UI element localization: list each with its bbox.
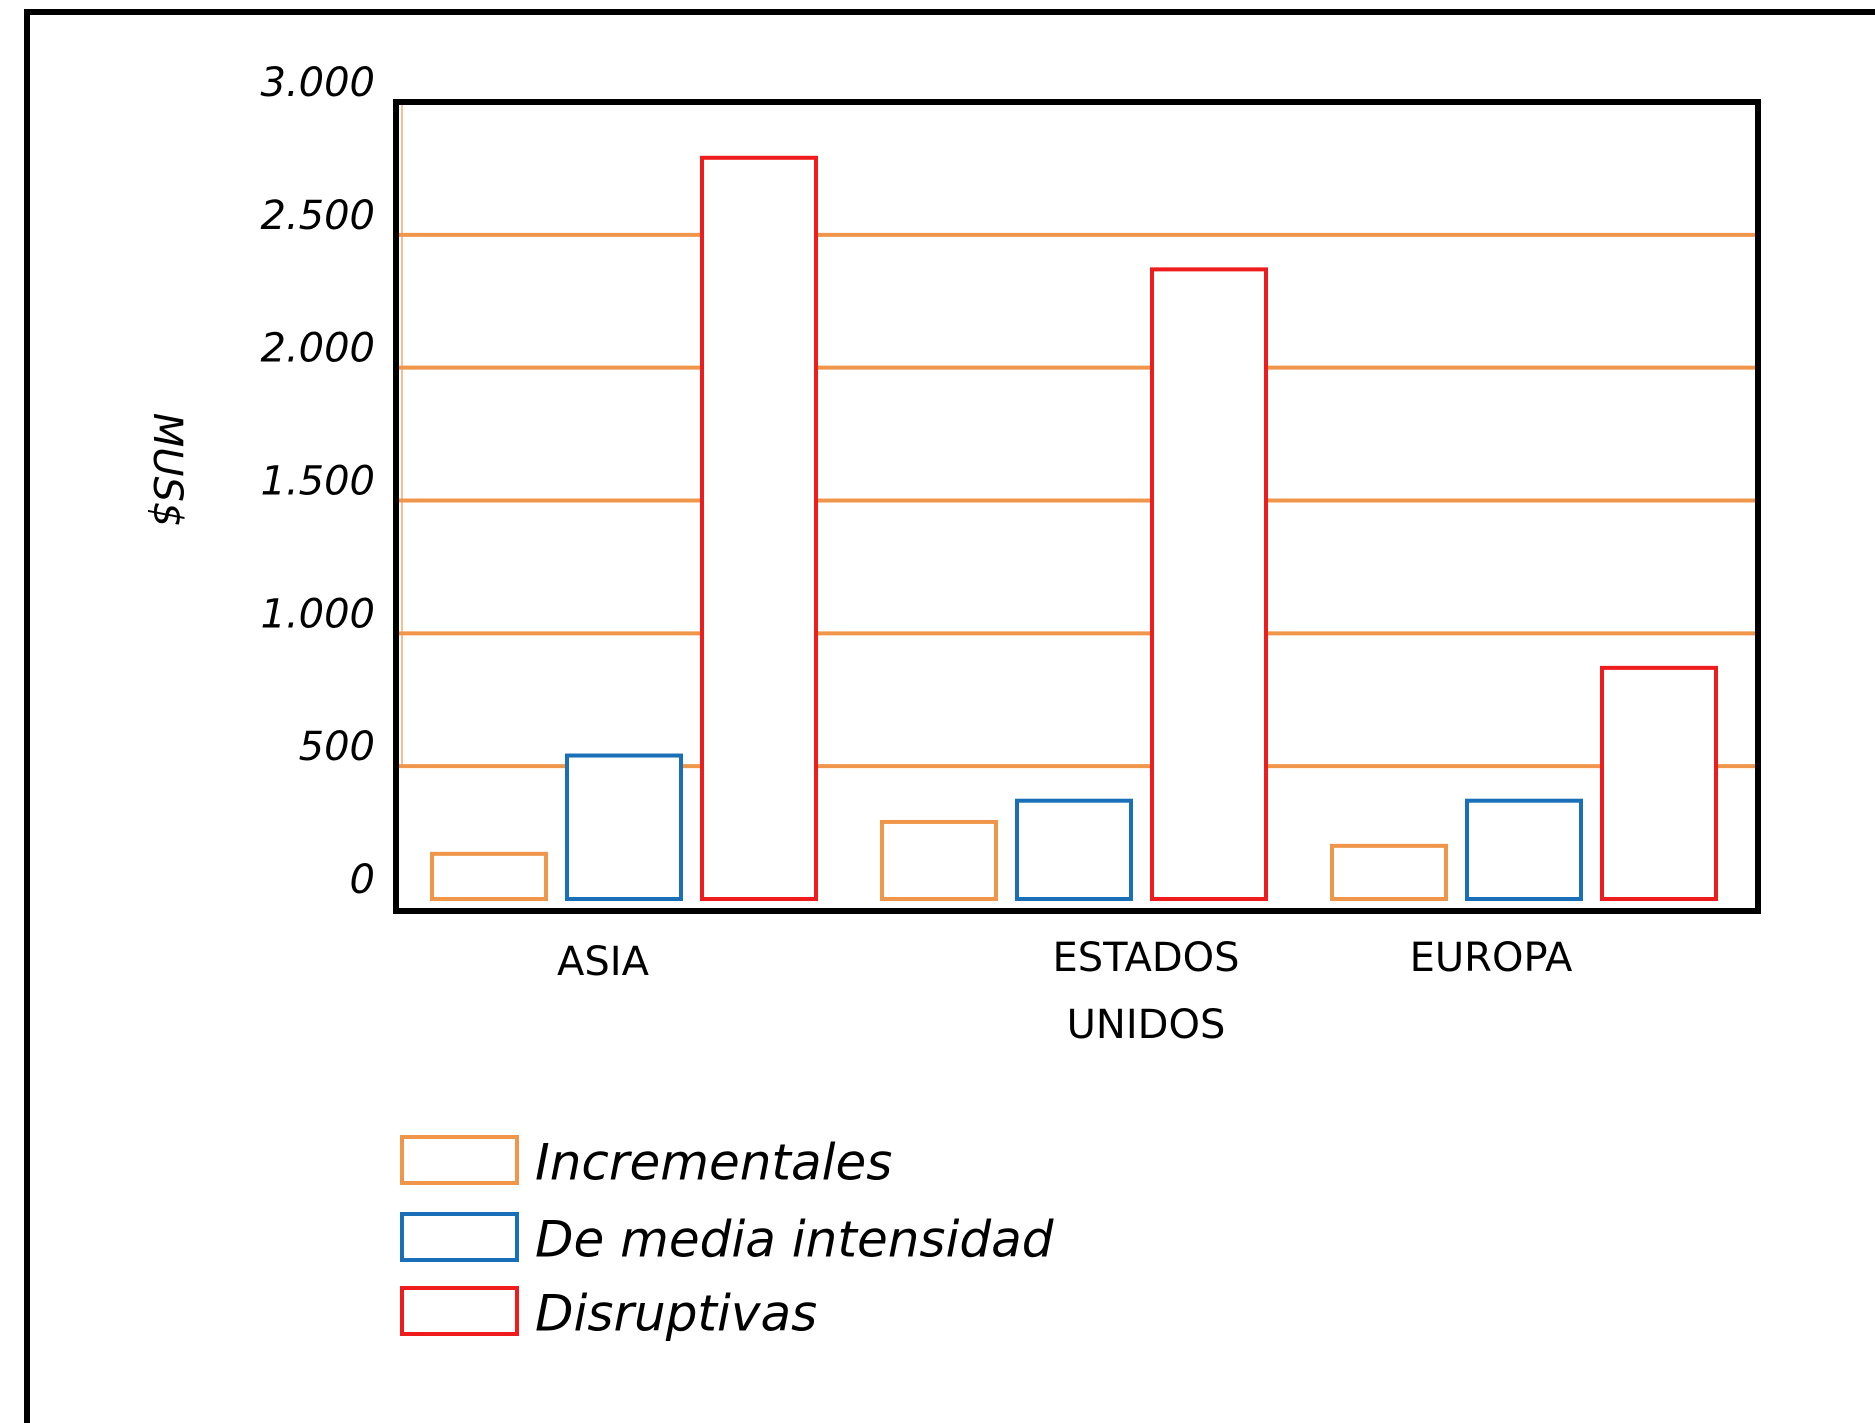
y-tick-label: 500 bbox=[299, 724, 375, 770]
bar-disruptivas-0 bbox=[700, 155, 818, 902]
legend-label-0: Incrementales bbox=[535, 1134, 892, 1192]
legend: Incrementales De media intensidad Disrupti… bbox=[400, 1134, 1054, 1343]
y-tick-label: 2.500 bbox=[260, 193, 375, 239]
bar-de-media-intensidad-2 bbox=[1465, 798, 1583, 901]
bar-incrementales-0 bbox=[430, 851, 548, 902]
x-category-label: EUROPA bbox=[1410, 935, 1573, 981]
x-category-label: ESTADOS bbox=[1052, 935, 1239, 981]
y-tick-label: 1.500 bbox=[260, 459, 375, 505]
y-tick-label: 2.000 bbox=[260, 326, 375, 372]
y-tick-label: 1.000 bbox=[260, 591, 375, 637]
bar-de-media-intensidad-0 bbox=[565, 753, 683, 901]
y-tick-label: 3.000 bbox=[260, 60, 375, 106]
bar-disruptivas-1 bbox=[1150, 267, 1268, 901]
plot-frame bbox=[393, 99, 1761, 914]
legend-swatch-0 bbox=[400, 1135, 519, 1185]
bar-incrementales-2 bbox=[1330, 843, 1448, 901]
outer-frame bbox=[24, 9, 1875, 1423]
y-tick-label: 0 bbox=[350, 857, 375, 903]
bar-incrementales-1 bbox=[880, 819, 998, 901]
legend-label-1: De media intensidad bbox=[535, 1211, 1054, 1269]
plot-area: 0 500 1.000 1.500 2.000 2.500 3.000 ASIA ESTADOS… bbox=[260, 60, 1761, 1048]
legend-label-2: Disruptivas bbox=[535, 1285, 817, 1343]
y-axis-label: MUS$ bbox=[144, 413, 190, 528]
legend-swatch-1 bbox=[400, 1212, 519, 1262]
bar-disruptivas-2 bbox=[1600, 665, 1718, 901]
x-category-label: ASIA bbox=[557, 939, 650, 985]
legend-swatch-2 bbox=[400, 1286, 519, 1336]
bar-de-media-intensidad-1 bbox=[1015, 798, 1133, 901]
x-category-label: UNIDOS bbox=[1067, 1002, 1226, 1048]
